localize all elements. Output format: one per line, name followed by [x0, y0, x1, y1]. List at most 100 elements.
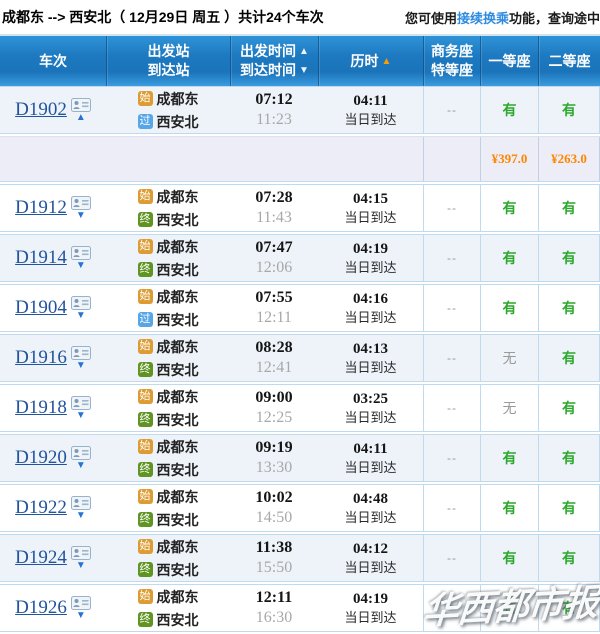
dep-time: 08:28 [255, 339, 293, 356]
duration: 04:15 [353, 191, 388, 207]
header-second-class-label: 二等座 [548, 52, 591, 69]
second-class-cell: 有 [538, 585, 600, 631]
start-badge: 始 [137, 289, 153, 304]
id-card-icon[interactable] [70, 346, 91, 360]
id-card-icon[interactable] [70, 496, 91, 510]
arr-badge: 终 [137, 212, 153, 227]
second-class-cell: 有 [538, 335, 600, 381]
header-arr-time-label: 到达时间 [240, 62, 297, 78]
dep-time: 10:02 [255, 489, 293, 506]
expand-arrow-icon[interactable]: ▼ [75, 560, 86, 571]
arrive-note: 当日到达 [344, 510, 397, 525]
arr-time: 12:06 [255, 259, 293, 276]
header-second-class: 二等座 [538, 36, 600, 86]
id-card-icon[interactable] [70, 98, 91, 112]
header-duration[interactable]: 历时 ▲ [318, 36, 423, 86]
arr-badge: 终 [137, 512, 153, 527]
header-dep-station-label: 出发站 [147, 43, 190, 59]
business-seat-cell: -- [423, 585, 480, 631]
arrive-note: 当日到达 [344, 310, 397, 325]
start-badge: 始 [137, 539, 153, 554]
arr-station: 西安北 [156, 611, 199, 628]
arr-time: 11:43 [256, 209, 292, 226]
id-card-icon[interactable] [70, 396, 91, 410]
arr-badge: 终 [137, 562, 153, 577]
dep-time: 12:11 [255, 589, 293, 606]
header-duration-label: 历时 [350, 52, 379, 69]
duration: 03:25 [353, 391, 388, 407]
train-number-link[interactable]: D1902 [15, 99, 67, 120]
dep-station: 成都东 [156, 538, 199, 555]
arr-time: 16:30 [255, 609, 293, 626]
train-number-link[interactable]: D1914 [15, 247, 67, 268]
dep-station: 成都东 [156, 488, 199, 505]
first-class-cell: 有 [480, 585, 538, 631]
expand-arrow-icon[interactable]: ▼ [75, 310, 86, 321]
id-card-icon[interactable] [70, 296, 91, 310]
header-business-label: 商务座 [431, 43, 473, 59]
arrive-note: 当日到达 [344, 560, 397, 575]
arr-station: 西安北 [156, 411, 199, 428]
business-seat-cell: -- [423, 385, 480, 431]
expand-arrow-icon[interactable]: ▼ [75, 610, 86, 621]
fare-row: ¥397.0 ¥263.0 [0, 136, 600, 182]
header-first-class-label: 一等座 [488, 52, 531, 69]
arr-badge: 终 [137, 412, 153, 427]
first-class-cell: 有 [480, 185, 538, 231]
train-number-link[interactable]: D1922 [15, 497, 67, 518]
second-class-cell: 有 [538, 535, 600, 581]
train-number-link[interactable]: D1918 [15, 397, 67, 418]
expand-arrow-icon[interactable]: ▼ [75, 510, 86, 521]
train-row: D1912 ▼ 始成都东 终西安北 07:28 11:43 [0, 184, 600, 232]
train-number-link[interactable]: D1924 [15, 547, 67, 568]
expand-arrow-icon[interactable]: ▼ [75, 210, 86, 221]
first-class-cell: 有 [480, 235, 538, 281]
train-number-link[interactable]: D1904 [15, 297, 67, 318]
duration: 04:19 [353, 591, 388, 607]
train-number-link[interactable]: D1920 [15, 447, 67, 468]
id-card-icon[interactable] [70, 196, 91, 210]
start-badge: 始 [137, 339, 153, 354]
dep-station: 成都东 [156, 438, 199, 455]
tip-prefix: 您可使用 [404, 10, 457, 26]
duration-sort-icon[interactable]: ▲ [381, 55, 392, 67]
id-card-icon[interactable] [70, 596, 91, 610]
arr-badge: 终 [137, 612, 153, 627]
start-badge: 始 [137, 389, 153, 404]
header-train-label: 车次 [39, 52, 67, 69]
duration: 04:16 [353, 291, 388, 307]
business-seat-cell: -- [423, 87, 480, 133]
second-class-price: ¥263.0 [538, 137, 600, 181]
expand-arrow-icon[interactable]: ▼ [75, 360, 86, 371]
sort-asc-icon[interactable]: ▲ [299, 46, 309, 57]
id-card-icon[interactable] [70, 546, 91, 560]
transfer-link[interactable]: 接续换乘 [456, 10, 509, 26]
train-number-link[interactable]: D1926 [15, 597, 67, 618]
train-number-link[interactable]: D1916 [15, 347, 67, 368]
arrive-note: 当日到达 [344, 260, 397, 275]
dep-time: 09:00 [255, 389, 293, 406]
expand-arrow-icon[interactable]: ▼ [75, 460, 86, 471]
id-card-icon[interactable] [70, 446, 91, 460]
expand-arrow-icon[interactable]: ▼ [75, 260, 86, 271]
first-class-cell: 有 [480, 87, 538, 133]
dep-station: 成都东 [156, 188, 199, 205]
train-row: D1922 ▼ 始成都东 终西安北 10:02 14:50 [0, 484, 600, 532]
expand-arrow-icon[interactable]: ▲ [75, 112, 86, 123]
train-row: D1902 ▲ 始成都东 过西安北 07:12 11:23 [0, 86, 600, 134]
header-times[interactable]: 出发时间 ▲ 到达时间 ▼ [230, 36, 318, 86]
expand-arrow-icon[interactable]: ▼ [75, 410, 86, 421]
arr-badge: 终 [137, 362, 153, 377]
id-card-icon[interactable] [70, 246, 91, 260]
dep-station: 成都东 [156, 588, 199, 605]
arr-time: 12:25 [255, 409, 293, 426]
start-badge: 始 [137, 91, 153, 106]
arr-badge: 终 [137, 462, 153, 477]
second-class-cell: 有 [538, 87, 600, 133]
transfer-tip: 您可使用接续换乘功能，查询途中 [405, 8, 600, 27]
route-summary: 成都东 --> 西安北（ 12月29日 周五 ）共计24个车次 [2, 9, 324, 25]
train-number-link[interactable]: D1912 [15, 197, 67, 218]
sort-desc-icon[interactable]: ▼ [299, 65, 309, 76]
arr-badge: 过 [137, 114, 153, 129]
